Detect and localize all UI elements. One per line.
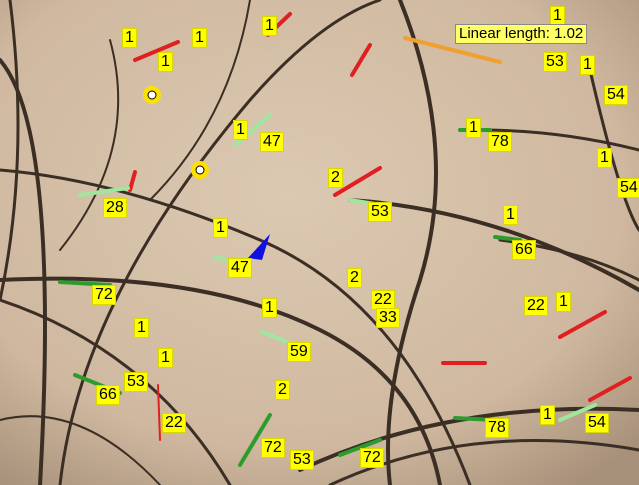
count-label: 1: [466, 118, 481, 138]
count-label: 66: [512, 240, 536, 260]
count-label: 1: [540, 405, 555, 425]
count-label: 53: [124, 372, 148, 392]
count-label: 1: [213, 218, 228, 238]
count-label: 22: [524, 296, 548, 316]
count-label: 53: [368, 202, 392, 222]
count-label: 22: [162, 413, 186, 433]
count-label: 72: [92, 285, 116, 305]
count-label: 47: [228, 258, 252, 278]
count-label: 28: [103, 198, 127, 218]
count-label: 1: [233, 120, 248, 140]
count-label: 1: [262, 16, 277, 36]
count-label: 54: [585, 413, 609, 433]
count-label: 1: [192, 28, 207, 48]
count-label: 66: [96, 385, 120, 405]
count-label: 53: [543, 52, 567, 72]
count-label: 72: [360, 448, 384, 468]
count-label: 53: [290, 450, 314, 470]
count-label: 1: [262, 298, 277, 318]
count-label: 1: [597, 148, 612, 168]
count-label: 78: [485, 418, 509, 438]
measurement-label: Linear length: 1.02: [455, 24, 588, 44]
markers: [143, 86, 209, 179]
count-label: 1: [556, 292, 571, 312]
count-label: 47: [260, 132, 284, 152]
count-label: 22: [371, 290, 395, 310]
count-label: 2: [328, 168, 343, 188]
count-label: 78: [488, 132, 512, 152]
count-label: 33: [376, 308, 400, 328]
count-label: 2: [275, 380, 290, 400]
count-label: 54: [604, 85, 628, 105]
count-label: 1: [158, 52, 173, 72]
count-label: 1: [134, 318, 149, 338]
count-label: 59: [287, 342, 311, 362]
count-label: 72: [261, 438, 285, 458]
count-label: 1: [503, 205, 518, 225]
count-label: 54: [617, 178, 639, 198]
count-label: 1: [580, 55, 595, 75]
count-label: 2: [347, 268, 362, 288]
count-label: 1: [550, 6, 565, 26]
count-label: 1: [122, 28, 137, 48]
count-label: 1: [158, 348, 173, 368]
